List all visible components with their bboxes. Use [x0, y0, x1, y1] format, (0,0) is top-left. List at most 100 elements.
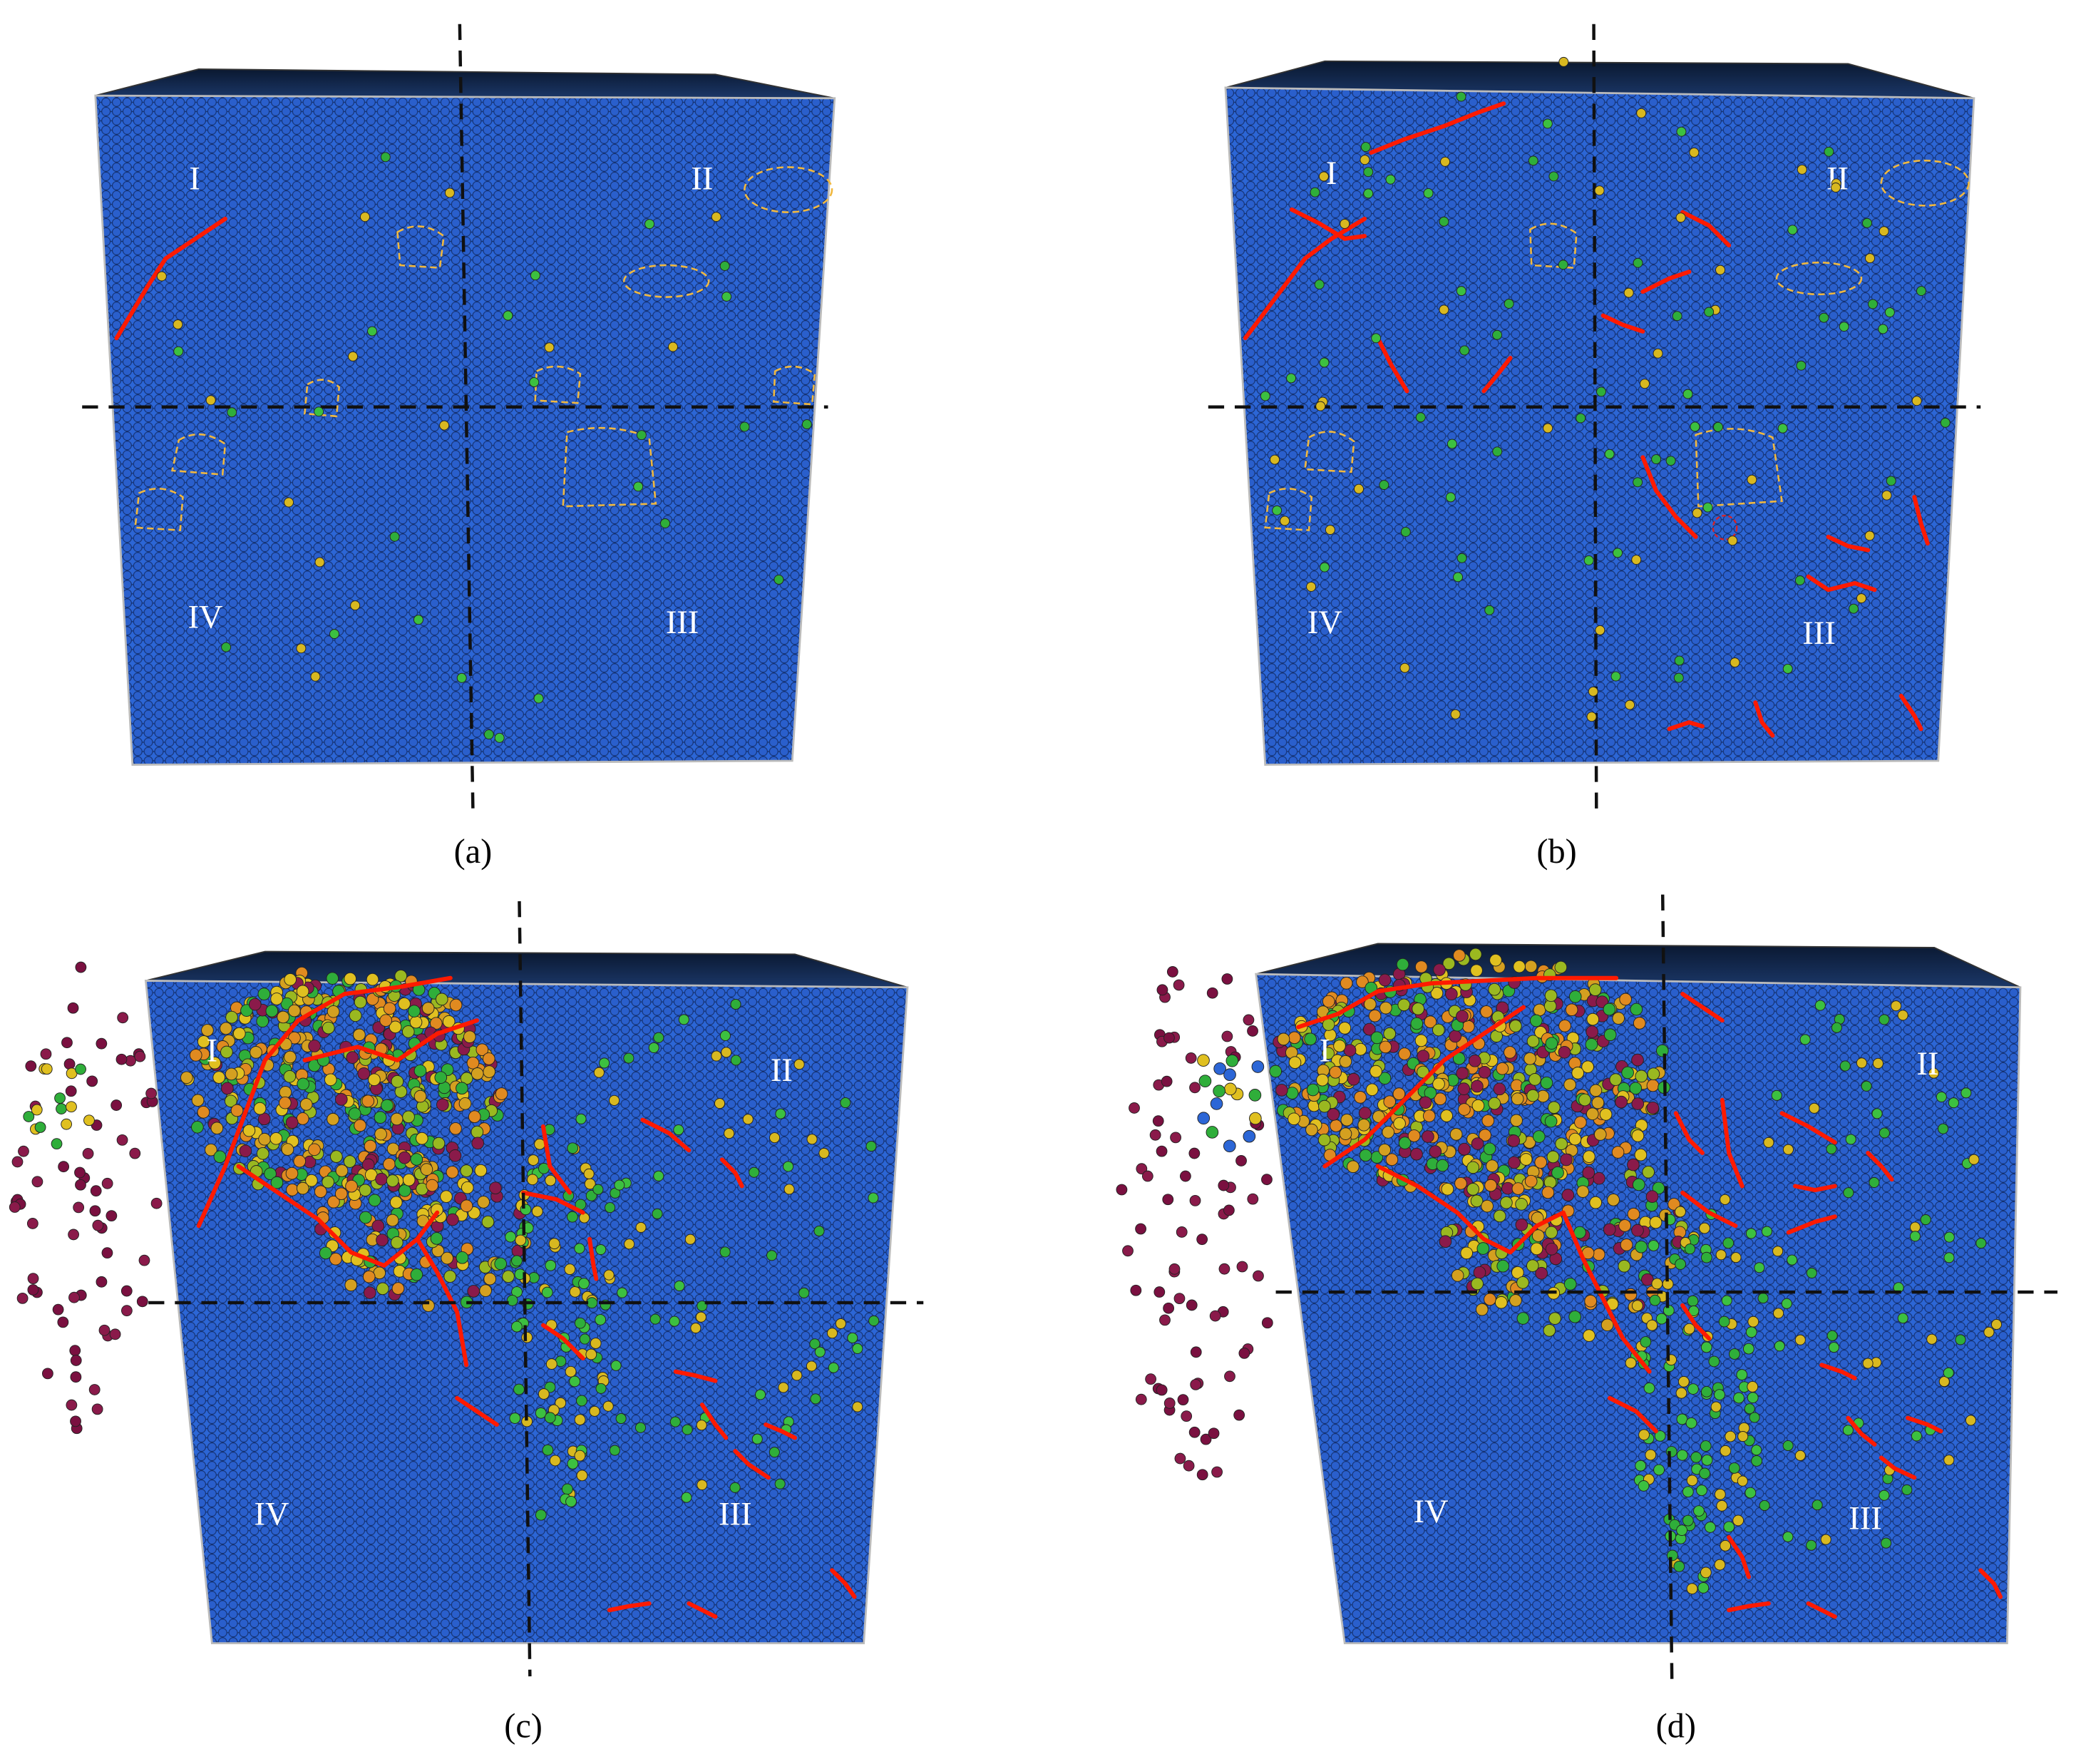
particle	[1509, 1020, 1522, 1032]
particle	[566, 1211, 578, 1223]
particle	[1645, 1190, 1659, 1204]
particle	[1410, 1017, 1424, 1030]
particle	[1881, 1537, 1892, 1549]
particle	[624, 1239, 635, 1250]
particle	[1181, 1410, 1193, 1422]
particle	[1218, 1263, 1230, 1275]
particle	[1399, 662, 1410, 673]
particle	[334, 1187, 348, 1201]
particle	[1682, 1486, 1694, 1498]
particle	[51, 1138, 63, 1150]
particle	[1872, 1057, 1884, 1069]
particle	[1504, 299, 1514, 309]
particle	[1200, 1433, 1212, 1445]
particle	[489, 1181, 502, 1195]
particle	[1576, 1185, 1590, 1198]
particle	[1492, 446, 1503, 457]
particle	[1634, 1148, 1648, 1162]
particle	[191, 1094, 205, 1107]
particle	[1515, 1198, 1528, 1211]
particle	[1751, 1445, 1762, 1456]
particle	[1723, 1521, 1735, 1533]
particle	[1329, 1066, 1342, 1079]
particle	[1471, 1099, 1485, 1112]
particle	[535, 1407, 547, 1419]
particle	[66, 1101, 77, 1113]
particle	[1473, 1266, 1486, 1279]
particle	[1280, 516, 1290, 526]
particle	[569, 1375, 580, 1388]
particle	[531, 1206, 543, 1217]
particle	[1338, 1022, 1352, 1035]
particle	[574, 1414, 586, 1426]
particle	[1543, 1000, 1557, 1012]
particle	[1528, 1073, 1541, 1086]
particle	[1456, 553, 1467, 563]
particle	[1568, 1132, 1582, 1146]
particle	[1563, 1278, 1577, 1291]
particle	[1745, 1326, 1757, 1338]
particle	[1856, 1057, 1867, 1069]
particle	[1372, 1110, 1385, 1123]
particle	[1478, 1066, 1491, 1079]
particle	[379, 1014, 392, 1027]
particle	[1476, 1242, 1490, 1255]
region-label: II	[1916, 1046, 1938, 1082]
particle	[390, 1112, 404, 1126]
particle	[1574, 1116, 1587, 1129]
particle	[1223, 1204, 1235, 1216]
particle	[502, 1270, 515, 1283]
particle	[386, 1174, 399, 1187]
particle	[548, 1238, 560, 1250]
particle	[201, 1024, 214, 1037]
particle	[391, 1282, 405, 1295]
particle	[1699, 1222, 1710, 1234]
particle	[348, 1107, 361, 1120]
particle	[798, 1287, 810, 1298]
particle	[696, 1420, 707, 1431]
particle	[91, 1403, 103, 1415]
particle	[583, 1168, 595, 1179]
particle	[593, 1067, 605, 1078]
particle	[1546, 1150, 1560, 1164]
particle	[1511, 1092, 1524, 1105]
particle	[448, 1149, 462, 1162]
specimen	[1224, 86, 1975, 766]
particle	[545, 1358, 557, 1370]
particle	[308, 1040, 321, 1052]
particle	[1513, 960, 1526, 973]
particle	[221, 642, 232, 652]
particle	[774, 574, 784, 585]
particle	[270, 1176, 284, 1189]
particle	[34, 1122, 46, 1133]
crack	[687, 1601, 718, 1619]
particle	[1177, 1394, 1189, 1406]
particle	[868, 1315, 880, 1326]
particle	[1871, 1108, 1883, 1119]
particle	[430, 1232, 443, 1245]
particle	[376, 1234, 389, 1247]
particle	[544, 1412, 556, 1424]
particle	[277, 1010, 289, 1024]
particle	[793, 1059, 805, 1070]
particle	[96, 1276, 108, 1288]
highlight	[534, 365, 582, 404]
particle	[1457, 1082, 1471, 1095]
particle	[1624, 1288, 1638, 1301]
particle	[615, 1412, 627, 1425]
particle	[436, 1098, 449, 1112]
crack	[114, 216, 227, 341]
particle	[1488, 1097, 1501, 1110]
particle	[653, 1170, 664, 1181]
particle	[61, 1118, 73, 1130]
particle	[1173, 979, 1185, 991]
particle	[1591, 1096, 1605, 1109]
particle	[1879, 226, 1889, 237]
particle	[1842, 1425, 1854, 1436]
particle	[434, 1071, 448, 1084]
particle	[1718, 1316, 1730, 1328]
particle	[279, 1086, 292, 1099]
particle	[1673, 1561, 1685, 1572]
particle	[1881, 490, 1892, 501]
crack	[699, 1403, 729, 1440]
